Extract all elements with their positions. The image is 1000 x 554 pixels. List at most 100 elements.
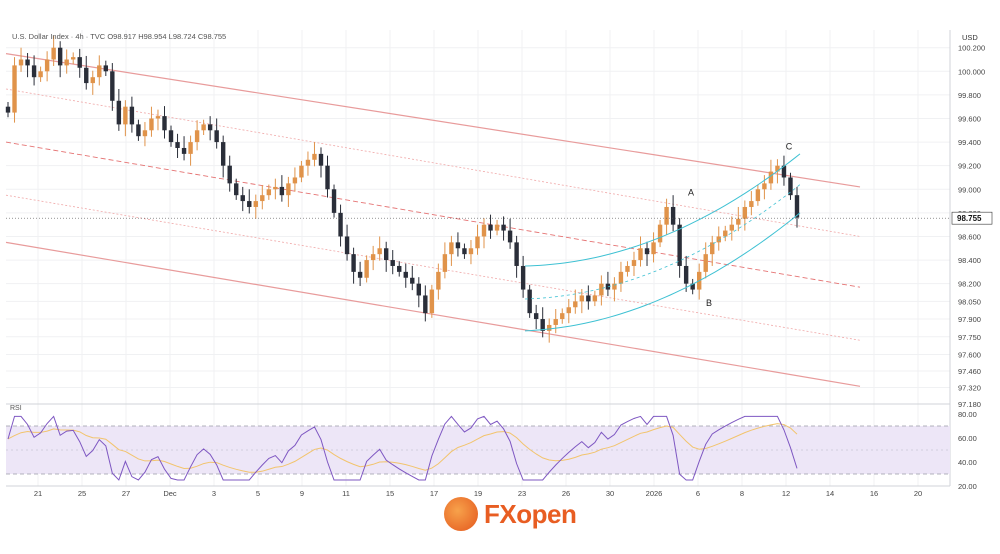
x-tick-label: 14: [826, 489, 834, 498]
point-label-c: C: [786, 141, 793, 151]
candle-body: [488, 224, 493, 231]
candle-body: [690, 283, 695, 290]
high-value: H98.954: [138, 32, 167, 41]
candle-body: [260, 195, 265, 202]
candle-body: [703, 254, 708, 272]
candle-body: [44, 59, 50, 72]
symbol-header: U.S. Dollar Index · 4h · TVC O98.917 H98…: [12, 32, 226, 41]
x-tick-label: 27: [122, 489, 130, 498]
candle-body: [71, 57, 76, 60]
candle-body: [423, 295, 428, 314]
candle-body: [364, 260, 369, 278]
x-tick-label: 25: [78, 489, 86, 498]
candle-body: [397, 265, 402, 272]
symbol-name: U.S. Dollar Index · 4h · TVC: [12, 32, 106, 41]
x-tick-label: 23: [518, 489, 526, 498]
candle-body: [579, 295, 585, 302]
candle-body: [768, 171, 774, 184]
rsi-ma-line: [7, 423, 798, 473]
currency-label: USD: [962, 33, 978, 42]
y-tick-label: 99.000: [958, 185, 981, 194]
candle-body: [279, 186, 285, 196]
x-tick-label: 8: [740, 489, 744, 498]
candle-body: [527, 289, 532, 314]
candle-body: [592, 295, 598, 302]
rsi-line: [7, 415, 798, 481]
candle-body: [97, 65, 102, 78]
candle-body: [240, 195, 245, 202]
candle-body: [788, 177, 793, 196]
candle-body: [755, 189, 761, 202]
x-tick-label: 26: [562, 489, 570, 498]
logo-open-text: open: [516, 498, 577, 529]
y-tick-label: 97.320: [958, 383, 981, 392]
x-tick-label: 16: [870, 489, 878, 498]
upper-curve-line: [524, 153, 801, 267]
y-tick-label: 97.750: [958, 333, 981, 342]
low-value: L98.724: [168, 32, 196, 41]
candle-body: [351, 254, 356, 272]
candle-body: [775, 165, 780, 172]
x-tick-label: 19: [474, 489, 482, 498]
y-tick-label: 97.460: [958, 367, 981, 376]
candle-body: [410, 277, 415, 284]
y-tick-label: 98.050: [958, 297, 981, 306]
x-tick-label: 5: [256, 489, 260, 498]
candle-body: [344, 236, 350, 255]
candle-body: [520, 265, 526, 290]
x-tick-label: 21: [34, 489, 42, 498]
candle-body: [286, 183, 291, 196]
channel-line: [5, 241, 861, 387]
mid-curve-line: [524, 184, 801, 300]
x-tick-label: 12: [782, 489, 790, 498]
candle-body: [188, 142, 193, 154]
candle-body: [494, 224, 500, 231]
channel-line: [5, 194, 861, 341]
candle-body: [403, 271, 408, 278]
point-label-a: A: [688, 187, 694, 197]
candle-body: [638, 248, 643, 261]
x-tick-label: 17: [430, 489, 438, 498]
lower-curve-line: [524, 212, 801, 332]
candle-body: [612, 283, 617, 290]
candle-body: [547, 324, 552, 331]
candle-body: [762, 183, 767, 190]
candle-body: [436, 271, 441, 290]
candle-body: [214, 130, 219, 143]
candle-body: [533, 313, 539, 320]
y-tick-label: 98.400: [958, 256, 981, 265]
candle-body: [599, 283, 604, 296]
candle-body: [247, 201, 252, 207]
candle-body: [481, 224, 487, 237]
candle-body: [25, 59, 30, 66]
candle-body: [227, 165, 232, 184]
candle-body: [142, 130, 148, 137]
candle-body: [162, 116, 167, 131]
candle-body: [129, 106, 135, 125]
candle-body: [501, 224, 506, 231]
candle-body: [234, 183, 239, 196]
candle-body: [253, 201, 258, 207]
channel-line: [5, 53, 861, 188]
candle-body: [77, 57, 82, 68]
candle-body: [110, 71, 115, 101]
x-tick-label: Dec: [163, 489, 177, 498]
x-tick-label: 15: [386, 489, 394, 498]
candle-body: [51, 47, 56, 60]
candle-body: [449, 242, 454, 255]
rsi-tick-label: 80.00: [958, 410, 977, 419]
rsi-label: RSI: [10, 405, 22, 412]
candle-body: [794, 195, 800, 218]
y-tick-label: 98.200: [958, 280, 981, 289]
candle-body: [155, 116, 161, 119]
candle-body: [123, 106, 128, 125]
rsi-tick-label: 40.00: [958, 458, 977, 467]
candle-body: [723, 230, 728, 237]
x-tick-label: 2026: [646, 489, 663, 498]
candle-body: [312, 153, 317, 160]
candle-body: [377, 248, 382, 255]
candle-body: [625, 265, 630, 272]
candle-body: [664, 206, 669, 225]
candle-body: [383, 248, 389, 261]
